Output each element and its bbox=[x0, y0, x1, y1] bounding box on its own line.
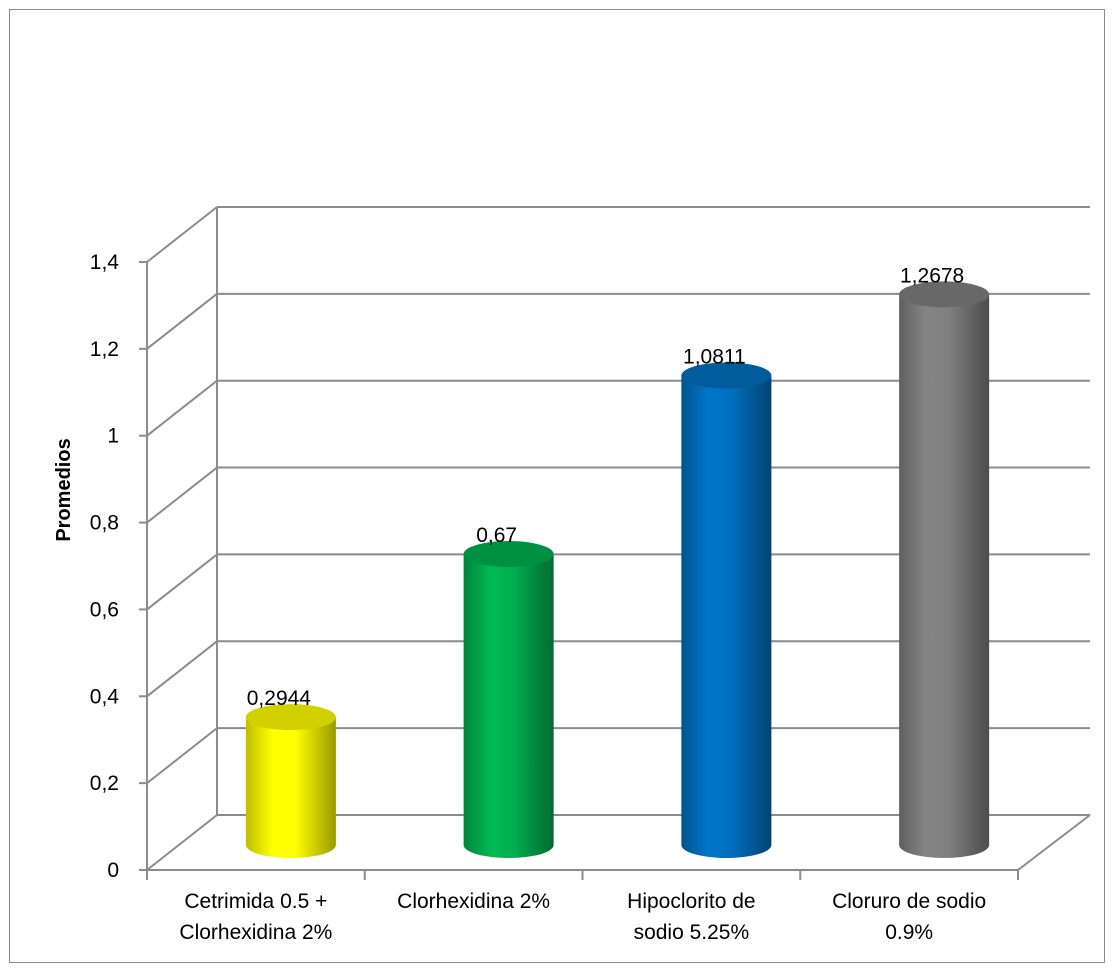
bar-body bbox=[899, 294, 990, 858]
gridline-side bbox=[146, 553, 218, 611]
gridline-side bbox=[146, 466, 218, 524]
data-label: 1,0811 bbox=[683, 345, 746, 368]
bar-0 bbox=[245, 704, 336, 858]
data-label: 0,2944 bbox=[247, 687, 312, 710]
y-tick-label: 0,2 bbox=[90, 772, 119, 795]
bar-top bbox=[463, 541, 554, 568]
floor-right-edge bbox=[1017, 814, 1091, 871]
category-labels: Cetrimida 0.5 + Clorhexidina 2% Clorhexidi… bbox=[179, 890, 986, 944]
gridline-side bbox=[146, 379, 218, 437]
y-tick-label: 1 bbox=[107, 425, 119, 448]
category-label: Clorhexidina 2% bbox=[179, 921, 332, 944]
data-labels: 0,2944 0,67 1,0811 1,2678 bbox=[247, 264, 964, 710]
category-label: Hipoclorito de bbox=[627, 890, 755, 913]
bar-3 bbox=[899, 281, 990, 858]
bar-body bbox=[463, 554, 554, 858]
axes bbox=[139, 260, 1091, 880]
data-label: 0,67 bbox=[476, 524, 517, 547]
bars bbox=[245, 281, 990, 858]
data-label: 1,2678 bbox=[900, 264, 964, 287]
category-label: Clorhexidina 2% bbox=[397, 890, 550, 913]
bar-top bbox=[681, 362, 772, 389]
bar-body bbox=[245, 717, 336, 858]
category-label: sodio 5.25% bbox=[634, 921, 750, 944]
y-tick-label: 0,8 bbox=[90, 512, 119, 535]
gridline-side bbox=[146, 727, 218, 784]
category-label: Cetrimida 0.5 + bbox=[184, 890, 327, 913]
y-axis-title: Promedios bbox=[53, 438, 75, 541]
y-tick-labels: 0 0,2 0,4 0,6 0,8 1 1,2 1,4 bbox=[90, 251, 120, 882]
y-tick-label: 0,4 bbox=[90, 685, 120, 708]
gridline-side bbox=[146, 640, 218, 698]
bar-1 bbox=[463, 541, 554, 858]
gridline-side bbox=[146, 206, 218, 263]
category-label: 0.9% bbox=[885, 921, 933, 944]
y-tick-label: 0 bbox=[107, 859, 119, 882]
gridline-side bbox=[146, 293, 218, 350]
bar-body bbox=[681, 375, 772, 858]
bar-top bbox=[245, 704, 336, 731]
category-label: Cloruro de sodio bbox=[832, 890, 986, 913]
y-tick-label: 1,2 bbox=[90, 338, 119, 361]
y-tick-label: 0,6 bbox=[90, 598, 119, 621]
bar-2 bbox=[681, 362, 772, 858]
bar-top bbox=[899, 281, 990, 308]
gridline-side bbox=[146, 814, 218, 871]
y-tick-label: 1,4 bbox=[90, 251, 120, 274]
